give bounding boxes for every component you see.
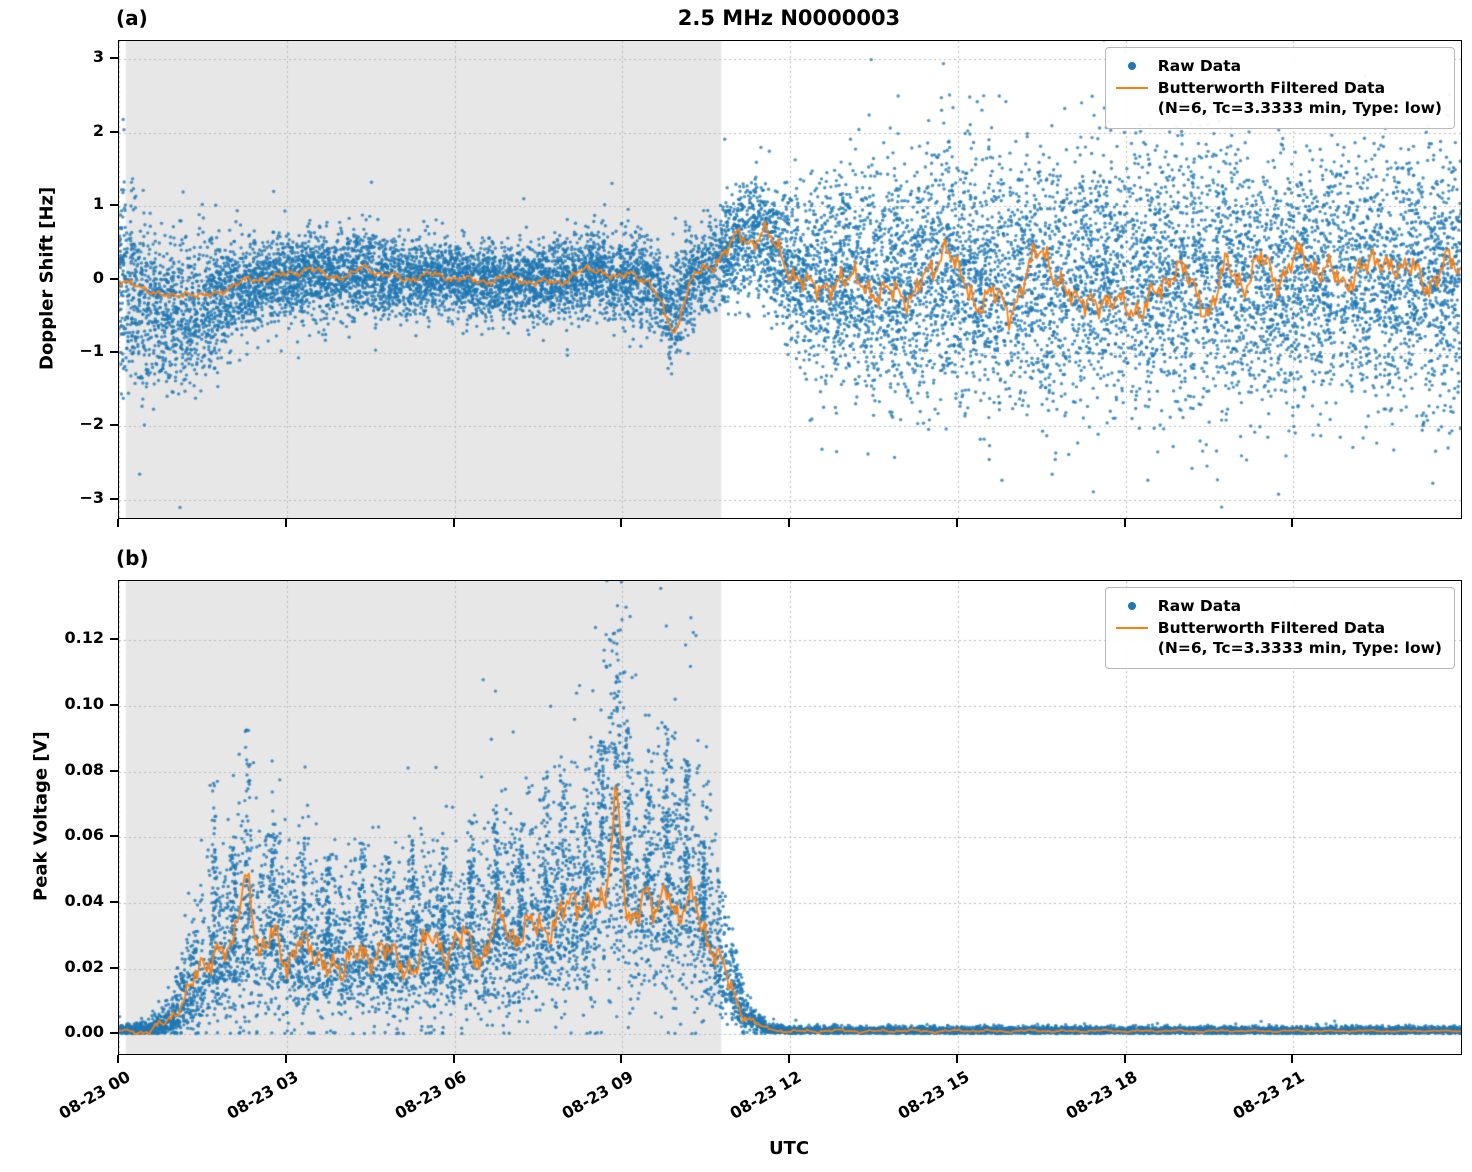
x-tick-mark bbox=[284, 518, 287, 527]
x-tick-mark bbox=[117, 1054, 119, 1063]
legend-filtered-label: Butterworth Filtered Data (N=6, Tc=3.333… bbox=[1158, 618, 1442, 658]
y-tick-label: 0.12 bbox=[64, 628, 104, 648]
y-tick-label: 0.08 bbox=[64, 759, 104, 779]
x-tick-mark bbox=[955, 518, 958, 527]
x-tick-label: 08-23 15 bbox=[894, 1067, 1042, 1123]
y-tick-mark bbox=[110, 769, 118, 772]
x-tick-mark bbox=[117, 518, 119, 527]
x-tick-mark bbox=[1123, 518, 1126, 527]
y-tick-mark bbox=[110, 130, 118, 133]
x-tick-label: 08-23 12 bbox=[727, 1067, 874, 1123]
y-tick-mark bbox=[110, 638, 118, 641]
x-tick-mark bbox=[452, 518, 455, 527]
y-tick-label: 0.00 bbox=[64, 1022, 104, 1042]
y-tick-mark bbox=[110, 966, 118, 969]
x-tick-label: 08-23 06 bbox=[391, 1067, 539, 1123]
y-tick-label: 0.04 bbox=[64, 890, 104, 910]
y-tick-label: 0.06 bbox=[64, 825, 104, 845]
legend-raw-label: Raw Data bbox=[1157, 57, 1242, 75]
y-tick-mark bbox=[110, 703, 118, 706]
x-tick-label-text: 08-23 15 bbox=[894, 1067, 973, 1123]
x-tick-label-text: 08-23 21 bbox=[1229, 1067, 1308, 1123]
x-tick-label: 08-23 00 bbox=[56, 1067, 203, 1123]
x-tick-label-text: 08-23 03 bbox=[223, 1067, 302, 1123]
x-tick-label-text: 08-23 09 bbox=[558, 1067, 637, 1123]
x-tick-label-text: 08-23 00 bbox=[55, 1067, 134, 1123]
x-tick-mark bbox=[452, 1054, 455, 1063]
x-tick-label: 08-23 21 bbox=[1230, 1067, 1377, 1123]
legend-filtered-params: (N=6, Tc=3.3333 min, Type: low) bbox=[1157, 99, 1442, 118]
x-tick-label: 08-23 09 bbox=[559, 1067, 706, 1123]
y-tick-mark bbox=[110, 1032, 118, 1035]
panel-b-plot-area: Raw Data Butterworth Filtered Data (N=6,… bbox=[118, 580, 1462, 1055]
filtered-line-icon bbox=[1115, 618, 1148, 630]
x-tick-mark bbox=[955, 1054, 958, 1063]
filtered-line-icon bbox=[1115, 78, 1148, 90]
y-tick-label: −2 bbox=[79, 414, 104, 434]
legend-filtered-label: Butterworth Filtered Data (N=6, Tc=3.333… bbox=[1158, 78, 1442, 118]
y-tick-mark bbox=[110, 204, 118, 207]
panel-b-label: (b) bbox=[116, 546, 149, 570]
x-axis-label: UTC bbox=[768, 1138, 810, 1159]
x-tick-label: 08-23 03 bbox=[223, 1067, 371, 1123]
panel-a-plot-area: Raw Data Butterworth Filtered Data (N=6,… bbox=[118, 40, 1462, 519]
y-tick-label: 3 bbox=[92, 47, 104, 67]
y-tick-label: −1 bbox=[79, 340, 104, 360]
x-tick-label-text: 08-23 12 bbox=[726, 1067, 805, 1123]
x-tick-mark bbox=[620, 1054, 623, 1063]
chart-title: 2.5 MHz N0000003 bbox=[677, 6, 901, 30]
panel-a-label: (a) bbox=[116, 6, 148, 30]
legend-panel-a: Raw Data Butterworth Filtered Data (N=6,… bbox=[1104, 47, 1455, 130]
x-tick-mark bbox=[1291, 1054, 1294, 1063]
x-tick-mark bbox=[620, 518, 623, 527]
x-tick-label: 08-23 18 bbox=[1062, 1067, 1210, 1123]
y-tick-mark bbox=[110, 900, 118, 903]
y-tick-label: 0.02 bbox=[64, 956, 104, 976]
legend-filtered-title: Butterworth Filtered Data bbox=[1157, 619, 1386, 638]
y-tick-label: 2 bbox=[92, 120, 104, 140]
y-tick-mark bbox=[110, 350, 118, 353]
legend-filtered-params: (N=6, Tc=3.3333 min, Type: low) bbox=[1157, 639, 1442, 658]
x-tick-mark bbox=[1123, 1054, 1126, 1063]
legend-raw-row: Raw Data bbox=[1116, 596, 1442, 616]
x-tick-mark bbox=[788, 1054, 790, 1063]
y-tick-label: −3 bbox=[79, 487, 104, 507]
legend-raw-row: Raw Data bbox=[1116, 56, 1442, 76]
x-tick-label-text: 08-23 06 bbox=[391, 1067, 469, 1123]
y-axis-label-voltage: Peak Voltage [V] bbox=[30, 731, 52, 902]
legend-filtered-title: Butterworth Filtered Data bbox=[1157, 79, 1386, 98]
raw-data-dot-icon bbox=[1116, 56, 1148, 70]
y-tick-label: 1 bbox=[92, 194, 104, 214]
x-tick-mark bbox=[1291, 518, 1294, 527]
x-tick-label-text: 08-23 18 bbox=[1062, 1067, 1140, 1123]
legend-filtered-row: Butterworth Filtered Data (N=6, Tc=3.333… bbox=[1115, 78, 1442, 118]
y-tick-mark bbox=[110, 424, 118, 427]
x-tick-mark bbox=[284, 1054, 287, 1063]
x-tick-mark bbox=[788, 518, 790, 527]
legend-filtered-row: Butterworth Filtered Data (N=6, Tc=3.333… bbox=[1115, 618, 1442, 658]
legend-raw-label: Raw Data bbox=[1157, 597, 1242, 615]
y-tick-label: 0 bbox=[92, 267, 104, 287]
y-tick-mark bbox=[110, 277, 118, 280]
y-tick-mark bbox=[110, 835, 118, 838]
raw-data-dot-icon bbox=[1116, 596, 1148, 610]
legend-panel-b: Raw Data Butterworth Filtered Data (N=6,… bbox=[1104, 587, 1455, 670]
y-tick-mark bbox=[110, 57, 118, 60]
y-tick-mark bbox=[110, 497, 118, 500]
y-tick-label: 0.10 bbox=[64, 693, 104, 713]
